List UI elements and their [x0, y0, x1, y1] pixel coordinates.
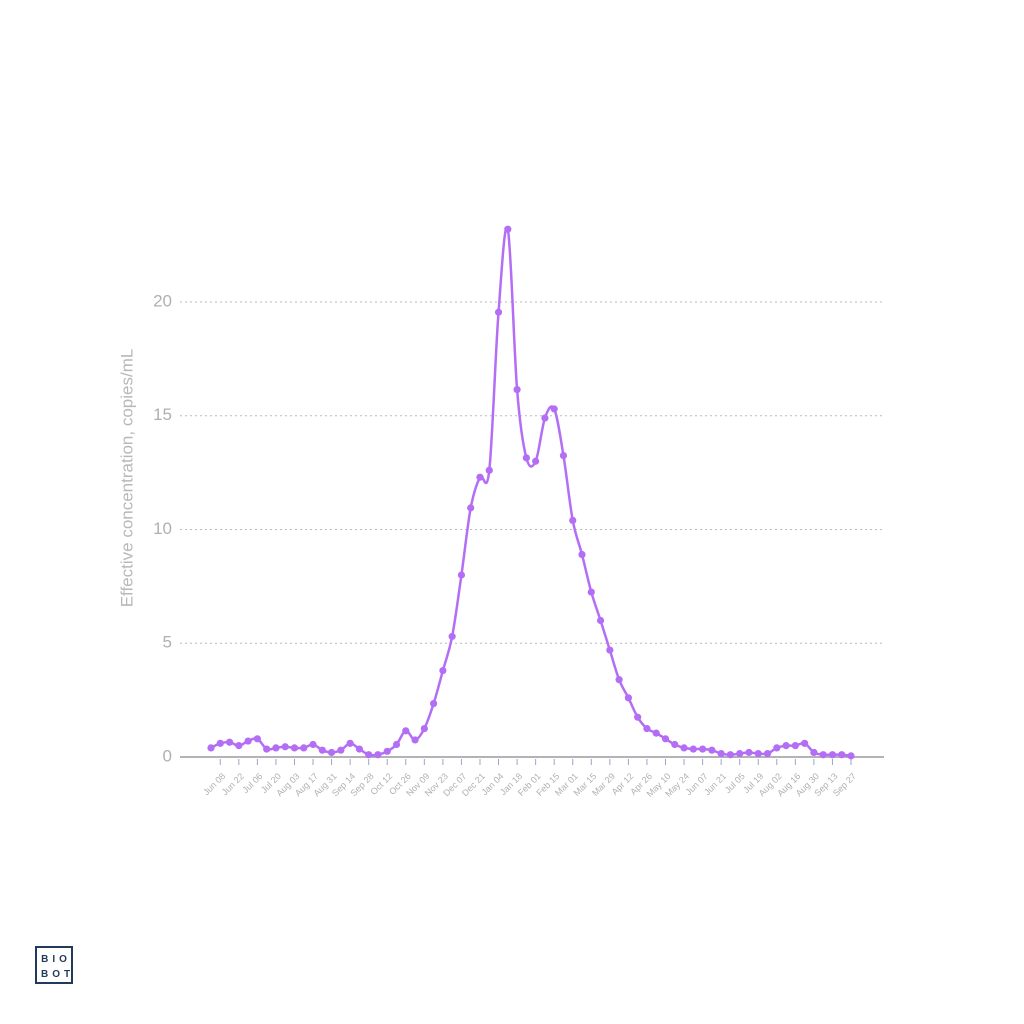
point — [290, 744, 299, 752]
x-tick-label: Jul 06 — [240, 771, 264, 795]
point — [439, 666, 447, 675]
point — [430, 699, 438, 708]
point — [346, 739, 354, 747]
point — [457, 571, 466, 579]
line — [210, 226, 852, 758]
point — [244, 737, 252, 745]
point — [624, 694, 632, 702]
point — [281, 743, 289, 751]
point — [643, 724, 651, 733]
point — [207, 744, 215, 752]
point — [819, 751, 827, 759]
point — [596, 616, 605, 625]
point — [309, 740, 317, 749]
point — [773, 744, 781, 752]
point — [801, 739, 809, 747]
point — [485, 466, 493, 474]
point — [300, 744, 308, 752]
point — [402, 727, 410, 735]
point — [541, 414, 549, 422]
point — [559, 451, 568, 460]
point — [838, 751, 846, 759]
point — [550, 405, 558, 413]
y-tick-label: 0 — [163, 746, 172, 765]
point — [736, 749, 744, 758]
point — [365, 751, 373, 759]
point — [327, 748, 336, 757]
point — [689, 745, 697, 753]
point — [522, 454, 530, 462]
point — [494, 308, 503, 316]
point — [652, 729, 660, 737]
point — [634, 713, 642, 721]
point — [661, 735, 670, 743]
point — [810, 748, 818, 757]
point — [263, 745, 271, 753]
point — [578, 550, 586, 559]
y-tick-label: 10 — [153, 519, 172, 538]
y-axis-label: Effective concentration, copies/mL — [117, 349, 136, 608]
logo-line: BOT — [41, 969, 75, 980]
point — [318, 746, 326, 754]
point — [411, 736, 419, 744]
point — [337, 746, 345, 754]
y-tick-label: 20 — [153, 291, 172, 310]
point — [448, 632, 456, 641]
point — [383, 747, 391, 755]
point — [235, 742, 243, 750]
point — [763, 749, 772, 758]
point — [225, 738, 234, 746]
logo: BIO BOT — [35, 946, 73, 984]
point — [476, 473, 484, 481]
x-tick-label: Jul 05 — [723, 771, 747, 795]
y-tick-label: 15 — [153, 405, 172, 424]
point — [847, 752, 855, 760]
point — [467, 504, 475, 512]
point — [272, 744, 280, 752]
point — [791, 742, 799, 750]
point — [726, 751, 735, 759]
point — [587, 588, 595, 596]
point — [374, 751, 382, 759]
logo-line: BIO — [41, 954, 71, 965]
point — [253, 735, 261, 743]
point — [828, 751, 837, 759]
point — [745, 748, 753, 757]
point — [782, 742, 790, 750]
point — [513, 385, 521, 394]
point — [355, 745, 364, 753]
point — [671, 740, 679, 749]
point — [569, 516, 577, 525]
y-tick-label: 5 — [163, 633, 172, 652]
point — [680, 744, 688, 752]
point — [504, 225, 512, 233]
point — [392, 740, 401, 749]
point — [698, 745, 707, 753]
point — [717, 749, 725, 758]
point — [420, 724, 428, 733]
point — [606, 646, 614, 654]
point — [615, 676, 623, 684]
point — [754, 749, 762, 758]
point — [216, 739, 224, 747]
point — [532, 457, 540, 465]
point — [708, 746, 716, 754]
